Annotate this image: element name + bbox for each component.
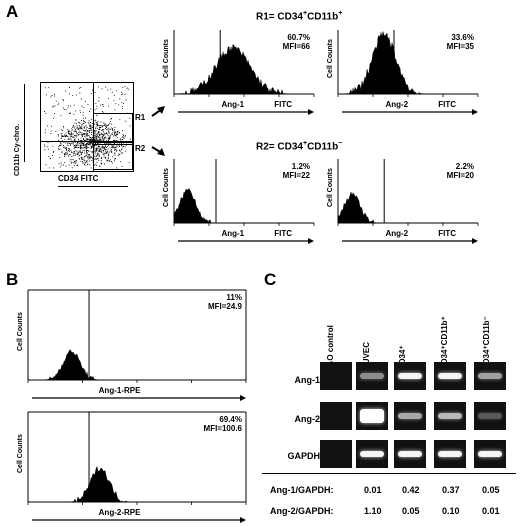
histogram-percent: 33.6% [451,33,474,42]
gel-lane-cell [320,402,352,430]
histogram-distribution [338,31,478,95]
ratio-label-ang1: Ang-1/GAPDH: [270,485,334,495]
gel-row-label-ang1: Ang-1 [294,375,321,385]
gel-band [360,451,384,457]
panel-letter-b: B [6,270,19,289]
ratio-value: 0.01 [482,506,500,516]
histogram-xlabel-fitc: FITC [438,229,456,238]
ratio-value: 0.05 [402,506,420,516]
histogram-mfi: MFI=22 [283,171,311,180]
ratio-value: 0.42 [402,485,420,495]
histogram-percent: 69.4% [219,415,242,424]
histogram-r1-ang2: Cell Counts 33.6% MFI=35 Ang-2 FITC [322,28,484,118]
gel-lane-cell [320,440,352,468]
dotplot-xlabel: CD34 FITC [58,174,99,183]
r2-title: R2= CD34+CD11b− [256,140,343,153]
histogram-b-ang1-rpe: Cell Counts 11% MFI=24.9 Ang-1-RPE [14,288,252,402]
gate-r1-box [93,113,133,145]
histogram-mfi: MFI=35 [447,42,475,51]
gel-lane-cell [394,362,426,390]
ratio-divider [262,473,516,474]
gel-lane-cell [356,402,388,430]
histogram-xlabel: Ang-2 [385,100,408,109]
histogram-distribution [337,191,478,224]
histogram-xlabel: Ang-2 [385,229,408,238]
histogram-ylabel: Cell Counts [327,39,334,78]
gel-band [438,451,462,457]
gel-band [438,413,462,419]
gel-band [360,409,384,423]
r1-title: R1= CD34+CD11b+ [256,10,343,23]
histogram-xlabel: Ang-1 [221,100,244,109]
panel-letter-c: C [264,270,277,289]
histogram-xlabel: Ang-1-RPE [99,386,141,395]
ratio-value: 0.37 [442,485,460,495]
histogram-distribution [173,43,314,95]
histogram-b-ang2-rpe: Cell Counts 69.4% MFI=100.6 Ang-2-RPE [14,410,252,524]
histogram-ylabel: Cell Counts [17,312,24,351]
gel-lane-cell [394,440,426,468]
gel-lane-cell [320,362,352,390]
gel-band [360,373,384,379]
histogram-mfi: MFI=100.6 [204,424,243,433]
gel-band [478,451,502,457]
gel-lane-cell [394,402,426,430]
gate-r2-label: R2 [135,144,146,153]
histogram-r1-ang1: Cell Counts 60.7% MFI=66 Ang-1 FITC [158,28,320,118]
gel-band [398,373,422,379]
histogram-ylabel: Cell Counts [327,168,334,207]
gel-lane-cell [434,402,466,430]
gel-band [478,413,502,419]
histogram-distribution [28,465,246,503]
histogram-percent: 11% [226,293,242,302]
histogram-xlabel-fitc: FITC [274,229,292,238]
gel-band [438,373,462,379]
ratio-value: 0.01 [364,485,382,495]
gel-lane-cell [474,362,506,390]
dotplot-ylabel: CD11b Cy-chro. [14,123,21,176]
gel-lane-cell [356,440,388,468]
histogram-ylabel: Cell Counts [163,168,170,207]
gel-band [398,413,422,419]
gate-r2-box [93,142,133,170]
gel-row-label-ang2: Ang-2 [294,414,321,424]
histogram-xlabel-fitc: FITC [438,100,456,109]
histogram-mfi: MFI=20 [447,171,475,180]
gate-arrows [151,106,165,156]
gel-lane-cell [474,440,506,468]
gel-band [478,373,502,379]
ratio-value: 1.10 [364,506,382,516]
histogram-mfi: MFI=24.9 [208,302,243,311]
gate-r1-label: R1 [135,113,146,122]
histogram-percent: 2.2% [456,162,474,171]
histogram-ylabel: Cell Counts [163,39,170,78]
ratio-value: 0.05 [482,485,500,495]
histogram-distribution [28,349,246,381]
ratio-value: 0.10 [442,506,460,516]
gel-lane-cell [356,362,388,390]
histogram-percent: 1.2% [292,162,310,171]
gel-row-label-gapdh: GAPDH [287,451,320,461]
histogram-xlabel-fitc: FITC [274,100,292,109]
gel-lane-cell [434,440,466,468]
histogram-ylabel: Cell Counts [17,434,24,473]
histogram-r2-ang1: Cell Counts 1.2% MFI=22 Ang-1 FITC [158,157,320,247]
histogram-xlabel: Ang-2-RPE [99,508,141,517]
histogram-percent: 60.7% [287,33,310,42]
gel-lane-cell [474,402,506,430]
gel-lane-cell [434,362,466,390]
panel-letter-a: A [6,2,19,21]
dotplot [40,82,134,172]
gel-band [398,451,422,457]
histogram-r2-ang2: Cell Counts 2.2% MFI=20 Ang-2 FITC [322,157,484,247]
ratio-label-ang2: Ang-2/GAPDH: [270,506,334,516]
histogram-mfi: MFI=66 [283,42,311,51]
histogram-distribution [173,188,314,224]
histogram-xlabel: Ang-1 [221,229,244,238]
